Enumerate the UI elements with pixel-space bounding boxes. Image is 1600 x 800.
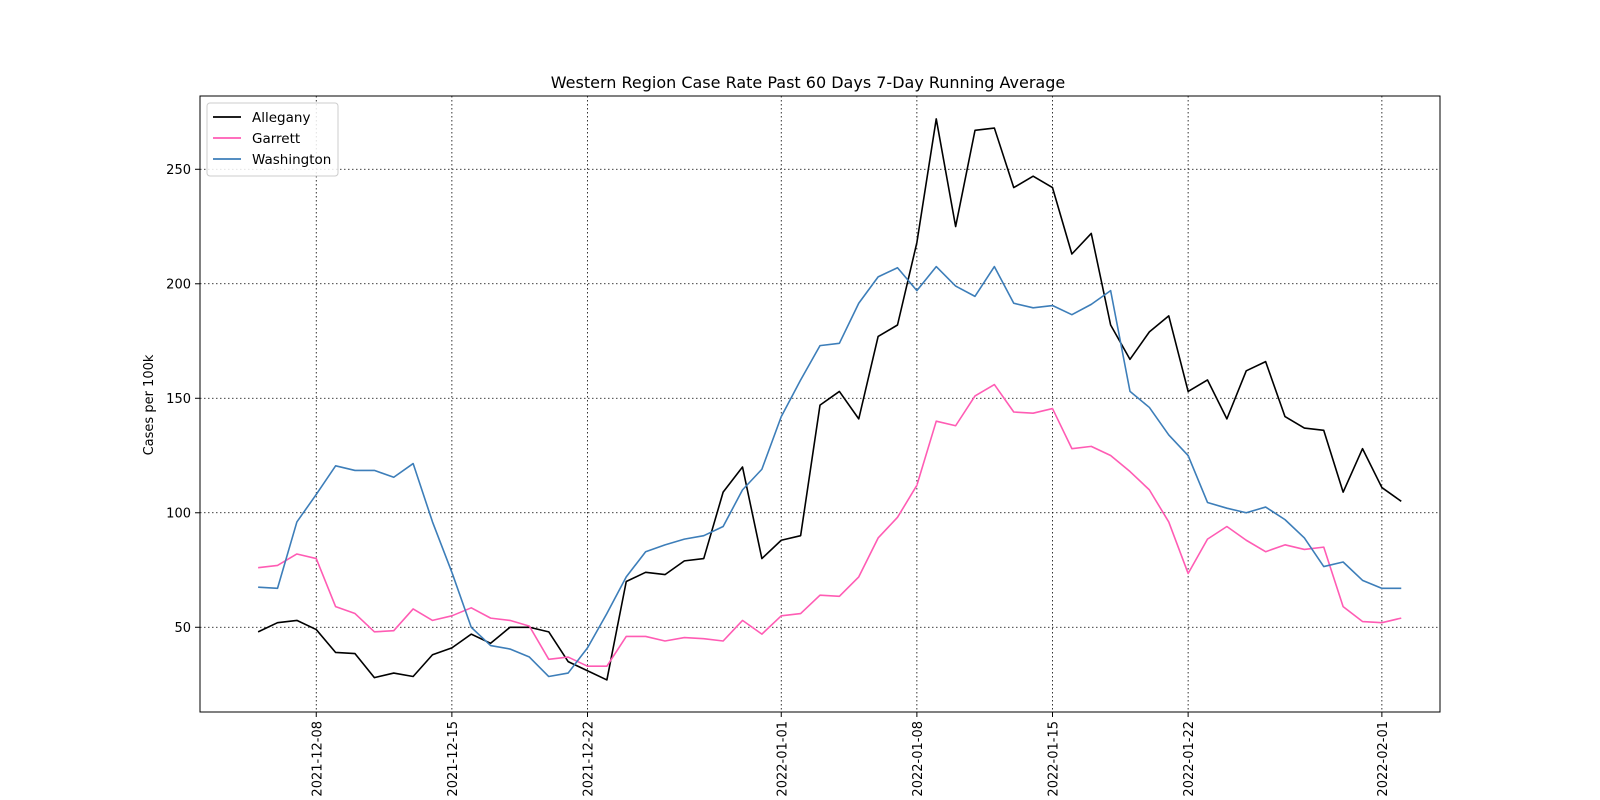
x-tick-label: 2021-12-08 [310,721,325,797]
x-tick-label: 2021-12-22 [582,721,597,797]
legend-label-allegany: Allegany [252,110,310,126]
legend-box [206,102,339,177]
legend-label-washington: Washington [252,152,331,168]
y-axis-label: Cases per 100k [142,354,157,455]
series-line-washington [258,265,1402,678]
x-tick-label: 2022-01-22 [1182,721,1197,797]
x-tick-label: 2022-01-01 [775,721,790,797]
grid-lines [200,96,1440,712]
series-line-allegany [257,118,1402,681]
y-tick-label: 150 [166,392,191,407]
legend-label-garrett: Garrett [252,131,300,147]
x-tick-label: 2022-02-01 [1376,721,1391,797]
y-tick-label: 250 [166,163,191,178]
x-tick-label: 2022-01-08 [911,721,926,797]
x-tick-label: 2022-01-15 [1047,721,1062,797]
series-lines [257,118,1402,681]
y-tick-label: 200 [166,277,191,292]
x-tick-label: 2021-12-15 [446,721,461,797]
y-tick-label: 50 [174,621,191,636]
legend: Allegany Garrett Washington [206,102,339,177]
series-line-garrett [258,383,1402,668]
axis-ticks: 2021-12-08 2021-12-15 2021-12-22 2022-01-01… [166,163,1391,797]
chart-title: Western Region Case Rate Past 60 Days 7-… [551,73,1065,92]
y-tick-label: 100 [166,506,191,521]
plot-frame [199,95,1441,713]
